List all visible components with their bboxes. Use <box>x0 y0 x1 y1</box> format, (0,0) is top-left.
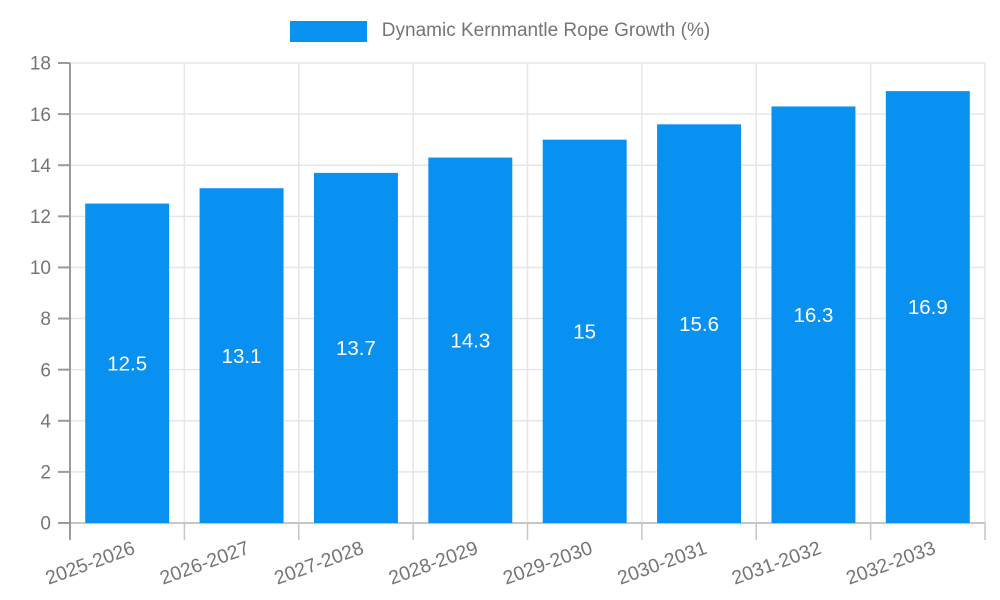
y-tick-label: 10 <box>30 258 51 279</box>
x-tick-label: 2029-2030 <box>500 537 595 590</box>
y-tick-label: 0 <box>40 514 51 535</box>
bar[interactable] <box>771 106 856 523</box>
legend-color-swatch <box>289 20 367 42</box>
y-tick-label: 14 <box>30 156 52 177</box>
x-tick-label: 2032-2033 <box>843 537 938 590</box>
bar-value-label: 15.6 <box>679 313 719 336</box>
y-tick-label: 4 <box>40 411 51 432</box>
y-tick-label: 8 <box>40 309 51 330</box>
legend-label: Dynamic Kernmantle Rope Growth (%) <box>381 20 711 41</box>
x-tick-label: 2026-2027 <box>157 537 252 590</box>
legend[interactable]: Dynamic Kernmantle Rope Growth (%) <box>0 20 1000 42</box>
x-tick-label: 2028-2029 <box>386 537 481 590</box>
bar[interactable] <box>313 172 398 523</box>
bar-value-label: 12.5 <box>107 352 147 375</box>
bar[interactable] <box>885 91 970 523</box>
y-tick-label: 18 <box>30 54 51 75</box>
x-tick-label: 2025-2026 <box>43 537 138 590</box>
bar-value-label: 16.9 <box>908 296 948 319</box>
y-tick-label: 2 <box>40 463 51 484</box>
bar[interactable] <box>542 139 627 523</box>
y-tick-label: 12 <box>30 207 51 228</box>
x-tick-label: 2030-2031 <box>615 537 710 590</box>
y-tick-label: 16 <box>30 105 51 126</box>
bar-value-label: 14.3 <box>450 329 490 352</box>
x-tick-label: 2027-2028 <box>271 537 366 590</box>
bar[interactable] <box>199 188 284 523</box>
y-tick-label: 6 <box>40 360 51 381</box>
bar-value-label: 13.1 <box>222 345 262 368</box>
bar-value-label: 16.3 <box>793 304 833 327</box>
x-tick-label: 2031-2032 <box>729 537 824 590</box>
bar-value-label: 13.7 <box>336 337 376 360</box>
bar[interactable] <box>428 157 513 524</box>
bar[interactable] <box>657 124 742 523</box>
bar[interactable] <box>85 203 170 524</box>
bar-value-label: 15 <box>573 321 596 344</box>
